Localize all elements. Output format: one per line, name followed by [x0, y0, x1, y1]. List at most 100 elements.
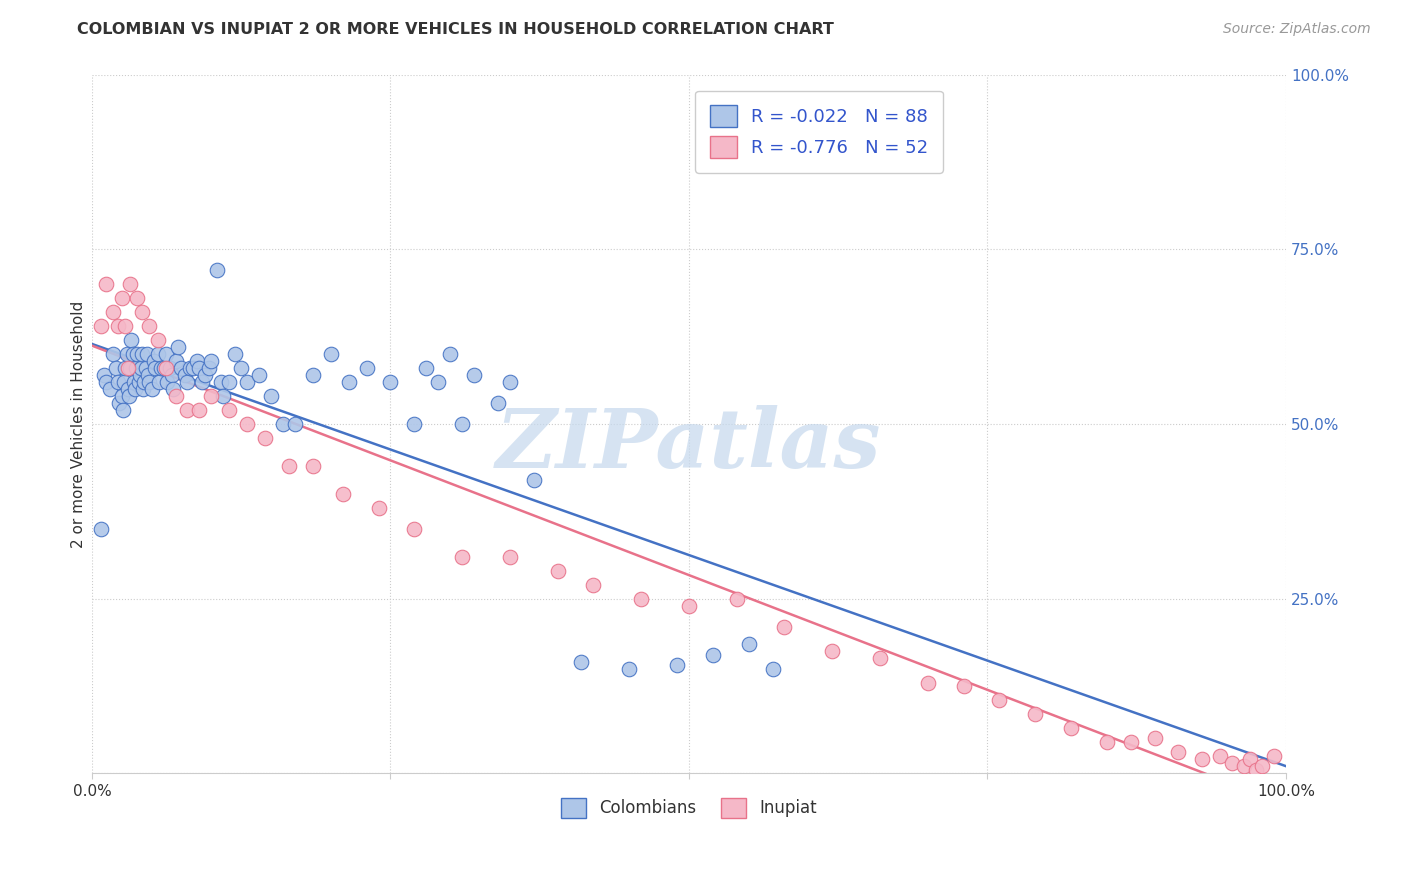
Legend: Colombians, Inupiat: Colombians, Inupiat	[554, 791, 824, 824]
Point	[404, 522, 426, 536]
Point	[143, 361, 166, 376]
Point	[451, 417, 474, 431]
Point	[90, 522, 112, 536]
Point	[1119, 735, 1142, 749]
Point	[547, 564, 569, 578]
Point	[198, 361, 221, 376]
Point	[761, 662, 783, 676]
Point	[156, 375, 179, 389]
Point	[1060, 721, 1083, 735]
Point	[170, 361, 193, 376]
Point	[191, 375, 214, 389]
Text: COLOMBIAN VS INUPIAT 2 OR MORE VEHICLES IN HOUSEHOLD CORRELATION CHART: COLOMBIAN VS INUPIAT 2 OR MORE VEHICLES …	[77, 22, 834, 37]
Point	[218, 403, 240, 417]
Point	[148, 375, 170, 389]
Point	[129, 361, 152, 376]
Point	[107, 319, 129, 334]
Point	[115, 347, 138, 361]
Point	[1251, 759, 1274, 773]
Point	[301, 458, 323, 473]
Point	[200, 389, 222, 403]
Point	[439, 347, 461, 361]
Point	[146, 333, 169, 347]
Point	[367, 500, 389, 515]
Point	[141, 382, 163, 396]
Point	[160, 368, 183, 382]
Point	[127, 291, 149, 305]
Point	[499, 549, 522, 564]
Point	[869, 651, 891, 665]
Point	[952, 679, 974, 693]
Point	[136, 368, 159, 382]
Point	[301, 368, 323, 382]
Point	[988, 693, 1011, 707]
Point	[463, 368, 485, 382]
Point	[96, 277, 118, 292]
Point	[188, 361, 211, 376]
Point	[415, 361, 437, 376]
Point	[120, 333, 142, 347]
Point	[1167, 746, 1189, 760]
Point	[127, 347, 149, 361]
Point	[124, 382, 146, 396]
Point	[167, 340, 190, 354]
Text: Source: ZipAtlas.com: Source: ZipAtlas.com	[1223, 22, 1371, 37]
Point	[427, 375, 450, 389]
Point	[176, 375, 198, 389]
Point	[725, 591, 748, 606]
Point	[1239, 752, 1261, 766]
Point	[120, 277, 142, 292]
Point	[212, 389, 235, 403]
Point	[120, 361, 142, 376]
Point	[582, 578, 605, 592]
Point	[337, 375, 360, 389]
Point	[135, 361, 157, 376]
Point	[103, 305, 125, 319]
Point	[155, 361, 177, 376]
Point	[188, 403, 211, 417]
Point	[231, 361, 253, 376]
Point	[159, 361, 181, 376]
Point	[1024, 706, 1046, 721]
Point	[122, 375, 145, 389]
Point	[194, 368, 217, 382]
Point	[260, 389, 283, 403]
Point	[117, 361, 139, 376]
Point	[162, 382, 184, 396]
Point	[114, 319, 136, 334]
Point	[103, 347, 125, 361]
Point	[678, 599, 700, 613]
Point	[1263, 748, 1285, 763]
Point	[332, 487, 354, 501]
Point	[176, 403, 198, 417]
Point	[356, 361, 378, 376]
Point	[131, 305, 153, 319]
Point	[138, 375, 160, 389]
Point	[380, 375, 402, 389]
Point	[104, 361, 127, 376]
Point	[146, 347, 169, 361]
Point	[1233, 759, 1256, 773]
Point	[118, 389, 141, 403]
Point	[917, 675, 939, 690]
Text: ZIPatlas: ZIPatlas	[496, 405, 882, 485]
Point	[630, 591, 652, 606]
Point	[111, 291, 134, 305]
Point	[135, 347, 157, 361]
Point	[186, 354, 208, 368]
Point	[132, 382, 155, 396]
Point	[150, 361, 173, 376]
Point	[128, 368, 150, 382]
Point	[155, 347, 177, 361]
Point	[821, 644, 844, 658]
Point	[404, 417, 426, 431]
Point	[134, 375, 156, 389]
Point	[1143, 731, 1166, 746]
Point	[209, 375, 232, 389]
Point	[1095, 735, 1118, 749]
Point	[1209, 748, 1232, 763]
Point	[174, 368, 197, 382]
Point	[284, 417, 307, 431]
Point	[1244, 763, 1267, 777]
Point	[224, 347, 246, 361]
